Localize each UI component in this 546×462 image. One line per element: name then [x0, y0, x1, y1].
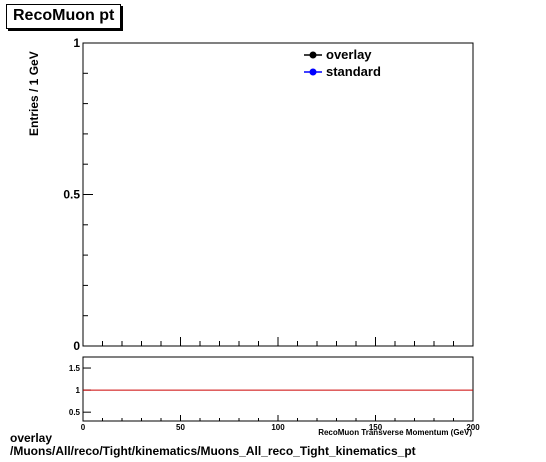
ratio-x-tick-label: 100 — [271, 423, 285, 432]
y-axis-label: Entries / 1 GeV — [27, 51, 41, 136]
legend-standard-label: standard — [326, 64, 381, 79]
ratio-x-tick-label: 150 — [369, 423, 383, 432]
ratio-y-tick-label: 1 — [76, 386, 81, 395]
main-plot-axes: 00.51 — [63, 36, 474, 353]
ratio-y-tick-label: 0.5 — [69, 408, 81, 417]
x-axis-label: RecoMuon Transverse Momentum (GeV) — [318, 428, 472, 437]
legend-overlay-marker — [309, 51, 317, 59]
ratio-plot-frame — [82, 356, 474, 422]
main-y-tick-label: 1 — [73, 36, 80, 50]
chart-title: RecoMuon pt — [6, 4, 122, 29]
ratio-x-tick-label: 0 — [81, 423, 86, 432]
main-plot-frame — [82, 42, 474, 347]
footer-line-1: overlay — [10, 431, 53, 445]
main-y-tick-label: 0.5 — [63, 188, 80, 202]
footer-line-2: /Muons/All/reco/Tight/kinematics/Muons_A… — [10, 444, 416, 458]
main-y-tick-label: 0 — [73, 339, 80, 353]
legend: overlay standard — [304, 47, 381, 79]
ratio-y-tick-label: 1.5 — [69, 364, 81, 373]
ratio-x-tick-label: 200 — [466, 423, 480, 432]
ratio-x-tick-label: 50 — [176, 423, 185, 432]
ratio-plot-axes: 0.5 1 1.5 0 50 100 150 200 — [69, 364, 480, 432]
legend-overlay-label: overlay — [326, 47, 372, 62]
legend-standard-marker — [309, 68, 317, 76]
